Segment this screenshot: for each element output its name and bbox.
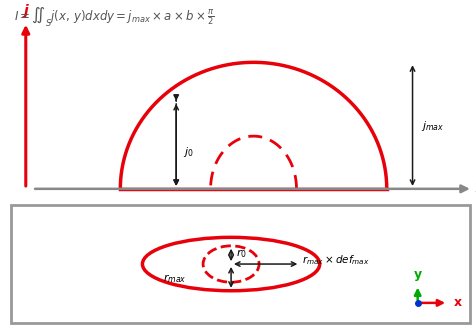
Text: y: y (413, 268, 421, 281)
Text: $r_{max}\times def_{max}$: $r_{max}\times def_{max}$ (301, 254, 369, 267)
Text: $I = \iint_{S}j(x,\,y)dxdy = j_{max} \times a \times b \times \frac{\pi}{2}$: $I = \iint_{S}j(x,\,y)dxdy = j_{max} \ti… (14, 5, 214, 29)
Text: $r_{max}$: $r_{max}$ (163, 272, 187, 285)
Text: $j_0$: $j_0$ (182, 145, 193, 159)
Text: X: X (474, 182, 476, 195)
Text: $r_0$: $r_0$ (235, 248, 246, 260)
Text: j: j (23, 4, 28, 18)
Text: x: x (453, 297, 461, 309)
FancyBboxPatch shape (10, 205, 469, 323)
Text: $j_{max}$: $j_{max}$ (420, 119, 444, 133)
